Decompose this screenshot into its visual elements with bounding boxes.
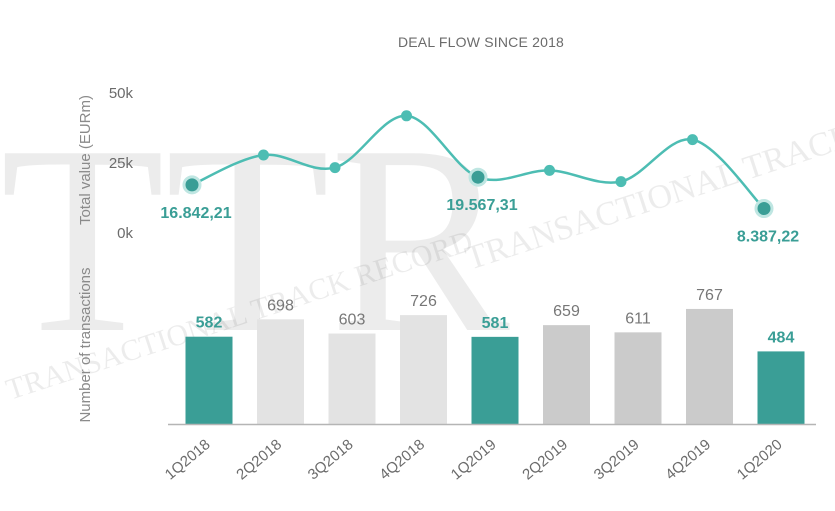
bar <box>686 308 733 424</box>
y-tick-label: 25k <box>109 155 134 172</box>
chart-title: DEAL FLOW SINCE 2018 <box>398 34 564 50</box>
line-point <box>329 162 341 174</box>
x-tick-label: 3Q2019 <box>591 436 643 483</box>
bar-value-label: 767 <box>696 287 723 304</box>
bar <box>543 325 590 424</box>
x-tick-labels: 1Q2018 2Q2018 3Q2018 4Q2018 1Q2019 2Q2019 3Q20… <box>162 436 786 483</box>
bar <box>757 351 805 424</box>
bar-value-label: 484 <box>768 329 795 346</box>
line-value-label: 8.387,22 <box>737 229 799 246</box>
x-tick-label: 3Q2018 <box>305 436 357 483</box>
line-points <box>182 110 774 219</box>
bar-value-label: 726 <box>410 293 437 310</box>
bar <box>614 332 662 424</box>
line-point <box>615 176 627 188</box>
y-tick-label: 50k <box>109 85 134 102</box>
x-tick-label: 1Q2018 <box>162 436 214 483</box>
x-tick-label: 4Q2019 <box>662 436 714 483</box>
bar-value-label: 582 <box>196 315 223 332</box>
y-tick-label: 0k <box>117 225 133 242</box>
line-point <box>544 164 555 176</box>
bar <box>400 315 447 424</box>
line-point-highlight <box>754 199 774 219</box>
bar-series <box>185 308 805 424</box>
watermark-logo-text: TRANSACTIONAL TRACK RECORD <box>461 71 835 277</box>
x-tick-label: 4Q2018 <box>376 436 428 483</box>
line-point <box>401 110 412 122</box>
x-tick-label: 1Q2019 <box>448 436 500 483</box>
x-tick-label: 2Q2018 <box>233 436 285 483</box>
bar-value-label: 603 <box>339 312 366 329</box>
bar-value-labels: 582 698 603 726 581 659 611 767 484 <box>196 287 795 346</box>
line-point <box>258 149 269 161</box>
line-value-label: 16.842,21 <box>160 205 231 222</box>
x-tick-label: 1Q2020 <box>734 436 786 483</box>
line-point-highlight <box>468 167 488 187</box>
bar <box>185 336 233 424</box>
bar-value-label: 611 <box>625 310 651 327</box>
x-tick-label: 2Q2019 <box>519 436 571 483</box>
bar-axis-title: Number of transactions <box>77 267 94 422</box>
bar <box>471 336 519 424</box>
line-point <box>687 134 698 146</box>
bar <box>257 319 304 424</box>
bar-value-label: 659 <box>553 303 580 320</box>
line-value-labels: 16.842,21 19.567,31 8.387,22 <box>160 197 799 245</box>
bar-value-label: 698 <box>267 297 294 314</box>
line-axis-title: Total value (EURm) <box>77 95 94 225</box>
line-point-highlight <box>182 175 202 195</box>
line-value-label: 19.567,31 <box>446 197 517 214</box>
line-y-ticks: 0k 25k 50k <box>109 85 134 242</box>
bar <box>328 333 376 424</box>
bar-value-label: 581 <box>482 315 509 332</box>
